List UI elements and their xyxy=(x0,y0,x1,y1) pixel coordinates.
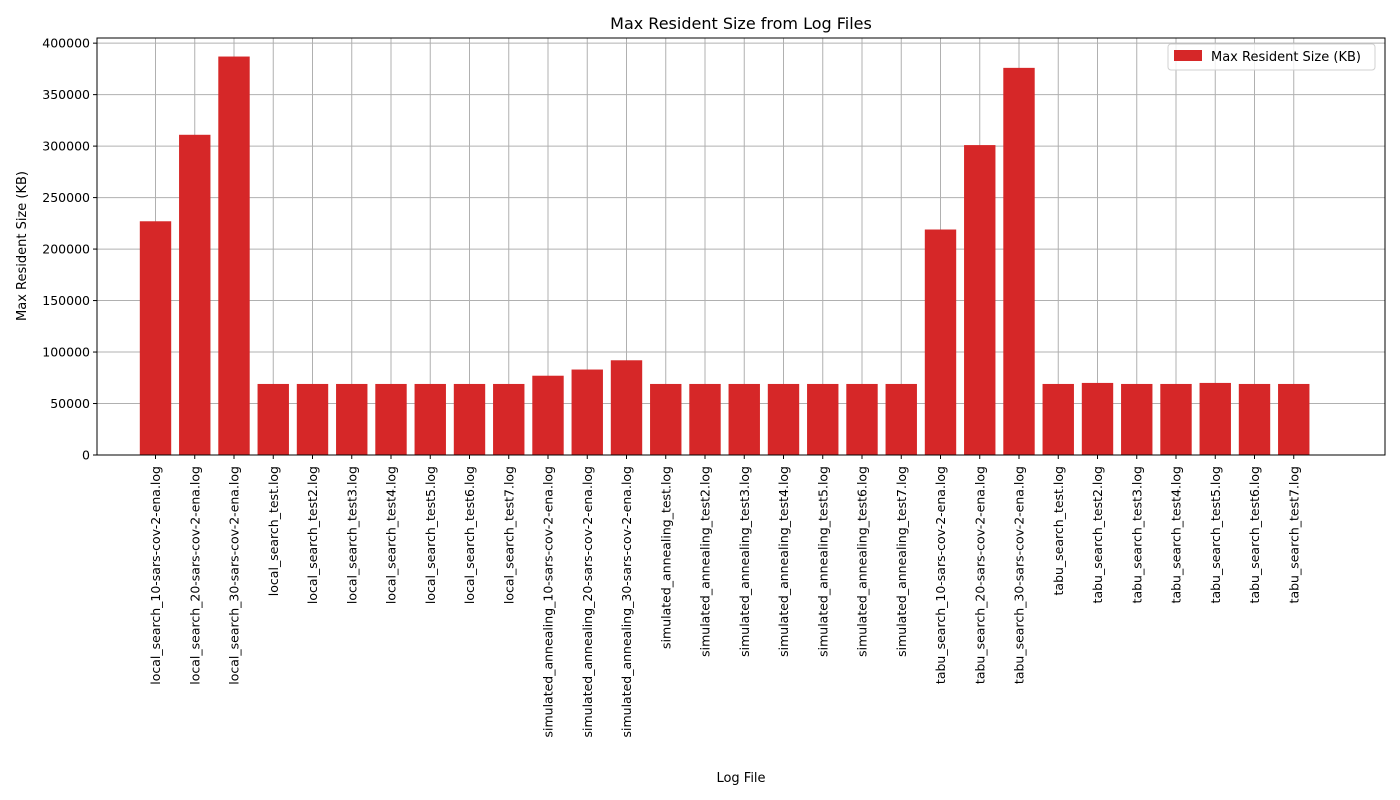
bar xyxy=(257,383,289,455)
y-tick-label: 200000 xyxy=(42,242,90,257)
x-tick-label: local_search_10-sars-cov-2-ena.log xyxy=(148,466,163,685)
x-tick-label: local_search_test6.log xyxy=(462,466,477,604)
bar xyxy=(1160,383,1192,455)
x-tick-label: tabu_search_test4.log xyxy=(1169,466,1184,603)
bar xyxy=(964,145,996,455)
y-tick-label: 0 xyxy=(82,448,90,463)
x-tick-label: simulated_annealing_test6.log xyxy=(855,466,870,657)
legend-box xyxy=(1167,43,1376,71)
legend-label: Max Resident Size (KB) xyxy=(1211,50,1361,65)
bars xyxy=(139,56,1310,456)
legend-swatch xyxy=(1174,50,1202,61)
x-tick-label: tabu_search_test.log xyxy=(1051,466,1066,595)
chart-title: Max Resident Size from Log Files xyxy=(610,14,872,33)
x-tick-label: local_search_30-sars-cov-2-ena.log xyxy=(227,466,242,685)
x-tick-label: tabu_search_20-sars-cov-2-ena.log xyxy=(972,466,987,684)
bar xyxy=(610,360,643,455)
y-tick-label: 150000 xyxy=(42,293,90,308)
bar xyxy=(375,383,407,455)
x-tick-label: simulated_annealing_test7.log xyxy=(894,466,909,657)
x-tick-label: local_search_test3.log xyxy=(344,466,359,604)
bar xyxy=(924,229,957,455)
bar xyxy=(179,134,211,455)
y-axis-label: Max Resident Size (KB) xyxy=(15,171,30,321)
y-tick-label: 300000 xyxy=(42,139,90,154)
bar xyxy=(493,383,525,455)
bar xyxy=(1238,383,1271,455)
x-tick-label: simulated_annealing_test5.log xyxy=(815,466,830,657)
x-tick-label: tabu_search_30-sars-cov-2-ena.log xyxy=(1012,466,1027,684)
x-tick-label: tabu_search_test3.log xyxy=(1129,466,1144,603)
bar xyxy=(885,383,917,455)
bar xyxy=(1121,383,1153,455)
x-tick-label: simulated_annealing_20-sars-cov-2-ena.lo… xyxy=(580,466,595,738)
y-tick-label: 400000 xyxy=(42,36,90,51)
bar xyxy=(650,383,682,455)
x-tick-label: simulated_annealing_30-sars-cov-2-ena.lo… xyxy=(619,466,634,738)
x-tick-label: local_search_test.log xyxy=(266,466,281,596)
bar xyxy=(532,375,564,455)
y-axis: 0 50000 100000 150000 200000 250000 300000 3500… xyxy=(42,36,97,463)
x-tick-label: local_search_test2.log xyxy=(305,466,320,604)
bar xyxy=(1042,383,1074,455)
bar xyxy=(453,383,486,455)
bar xyxy=(1081,382,1114,455)
x-tick-label: simulated_annealing_10-sars-cov-2-ena.lo… xyxy=(541,466,556,738)
legend: Max Resident Size (KB) xyxy=(1167,43,1376,71)
x-tick-label: simulated_annealing_test2.log xyxy=(698,466,713,657)
x-tick-label: local_search_20-sars-cov-2-ena.log xyxy=(187,466,202,685)
bar xyxy=(689,383,721,455)
bar xyxy=(336,383,368,455)
x-axis-label: Log File xyxy=(716,771,765,786)
plot-frame xyxy=(96,37,1386,456)
y-tick-label: 50000 xyxy=(50,396,90,411)
bar xyxy=(296,383,329,455)
x-tick-label: local_search_test4.log xyxy=(384,466,399,604)
y-tick-label: 100000 xyxy=(42,345,90,360)
bar xyxy=(218,56,250,456)
x-tick-label: tabu_search_test2.log xyxy=(1090,466,1105,603)
x-tick-label: tabu_search_10-sars-cov-2-ena.log xyxy=(933,466,948,684)
x-tick-label: simulated_annealing_test3.log xyxy=(737,466,752,657)
bar xyxy=(139,221,172,455)
bar xyxy=(1199,382,1231,455)
bar xyxy=(414,383,446,455)
x-axis: local_search_10-sars-cov-2-ena.log local_… xyxy=(148,455,1301,738)
bar xyxy=(1278,383,1310,455)
y-tick-label: 350000 xyxy=(42,87,90,102)
x-tick-label: simulated_annealing_test4.log xyxy=(776,466,791,657)
x-tick-label: local_search_test5.log xyxy=(423,466,438,604)
x-tick-label: local_search_test7.log xyxy=(501,466,516,604)
y-tick-label: 250000 xyxy=(42,190,90,205)
bar xyxy=(728,383,760,455)
x-tick-label: tabu_search_test6.log xyxy=(1247,466,1262,603)
x-tick-label: tabu_search_test5.log xyxy=(1208,466,1223,603)
bar xyxy=(807,383,839,455)
x-tick-label: tabu_search_test7.log xyxy=(1286,466,1301,603)
bar xyxy=(767,383,800,455)
bar xyxy=(1003,67,1035,456)
x-tick-label: simulated_annealing_test.log xyxy=(658,466,673,649)
bar xyxy=(846,383,878,455)
bar xyxy=(571,369,603,455)
